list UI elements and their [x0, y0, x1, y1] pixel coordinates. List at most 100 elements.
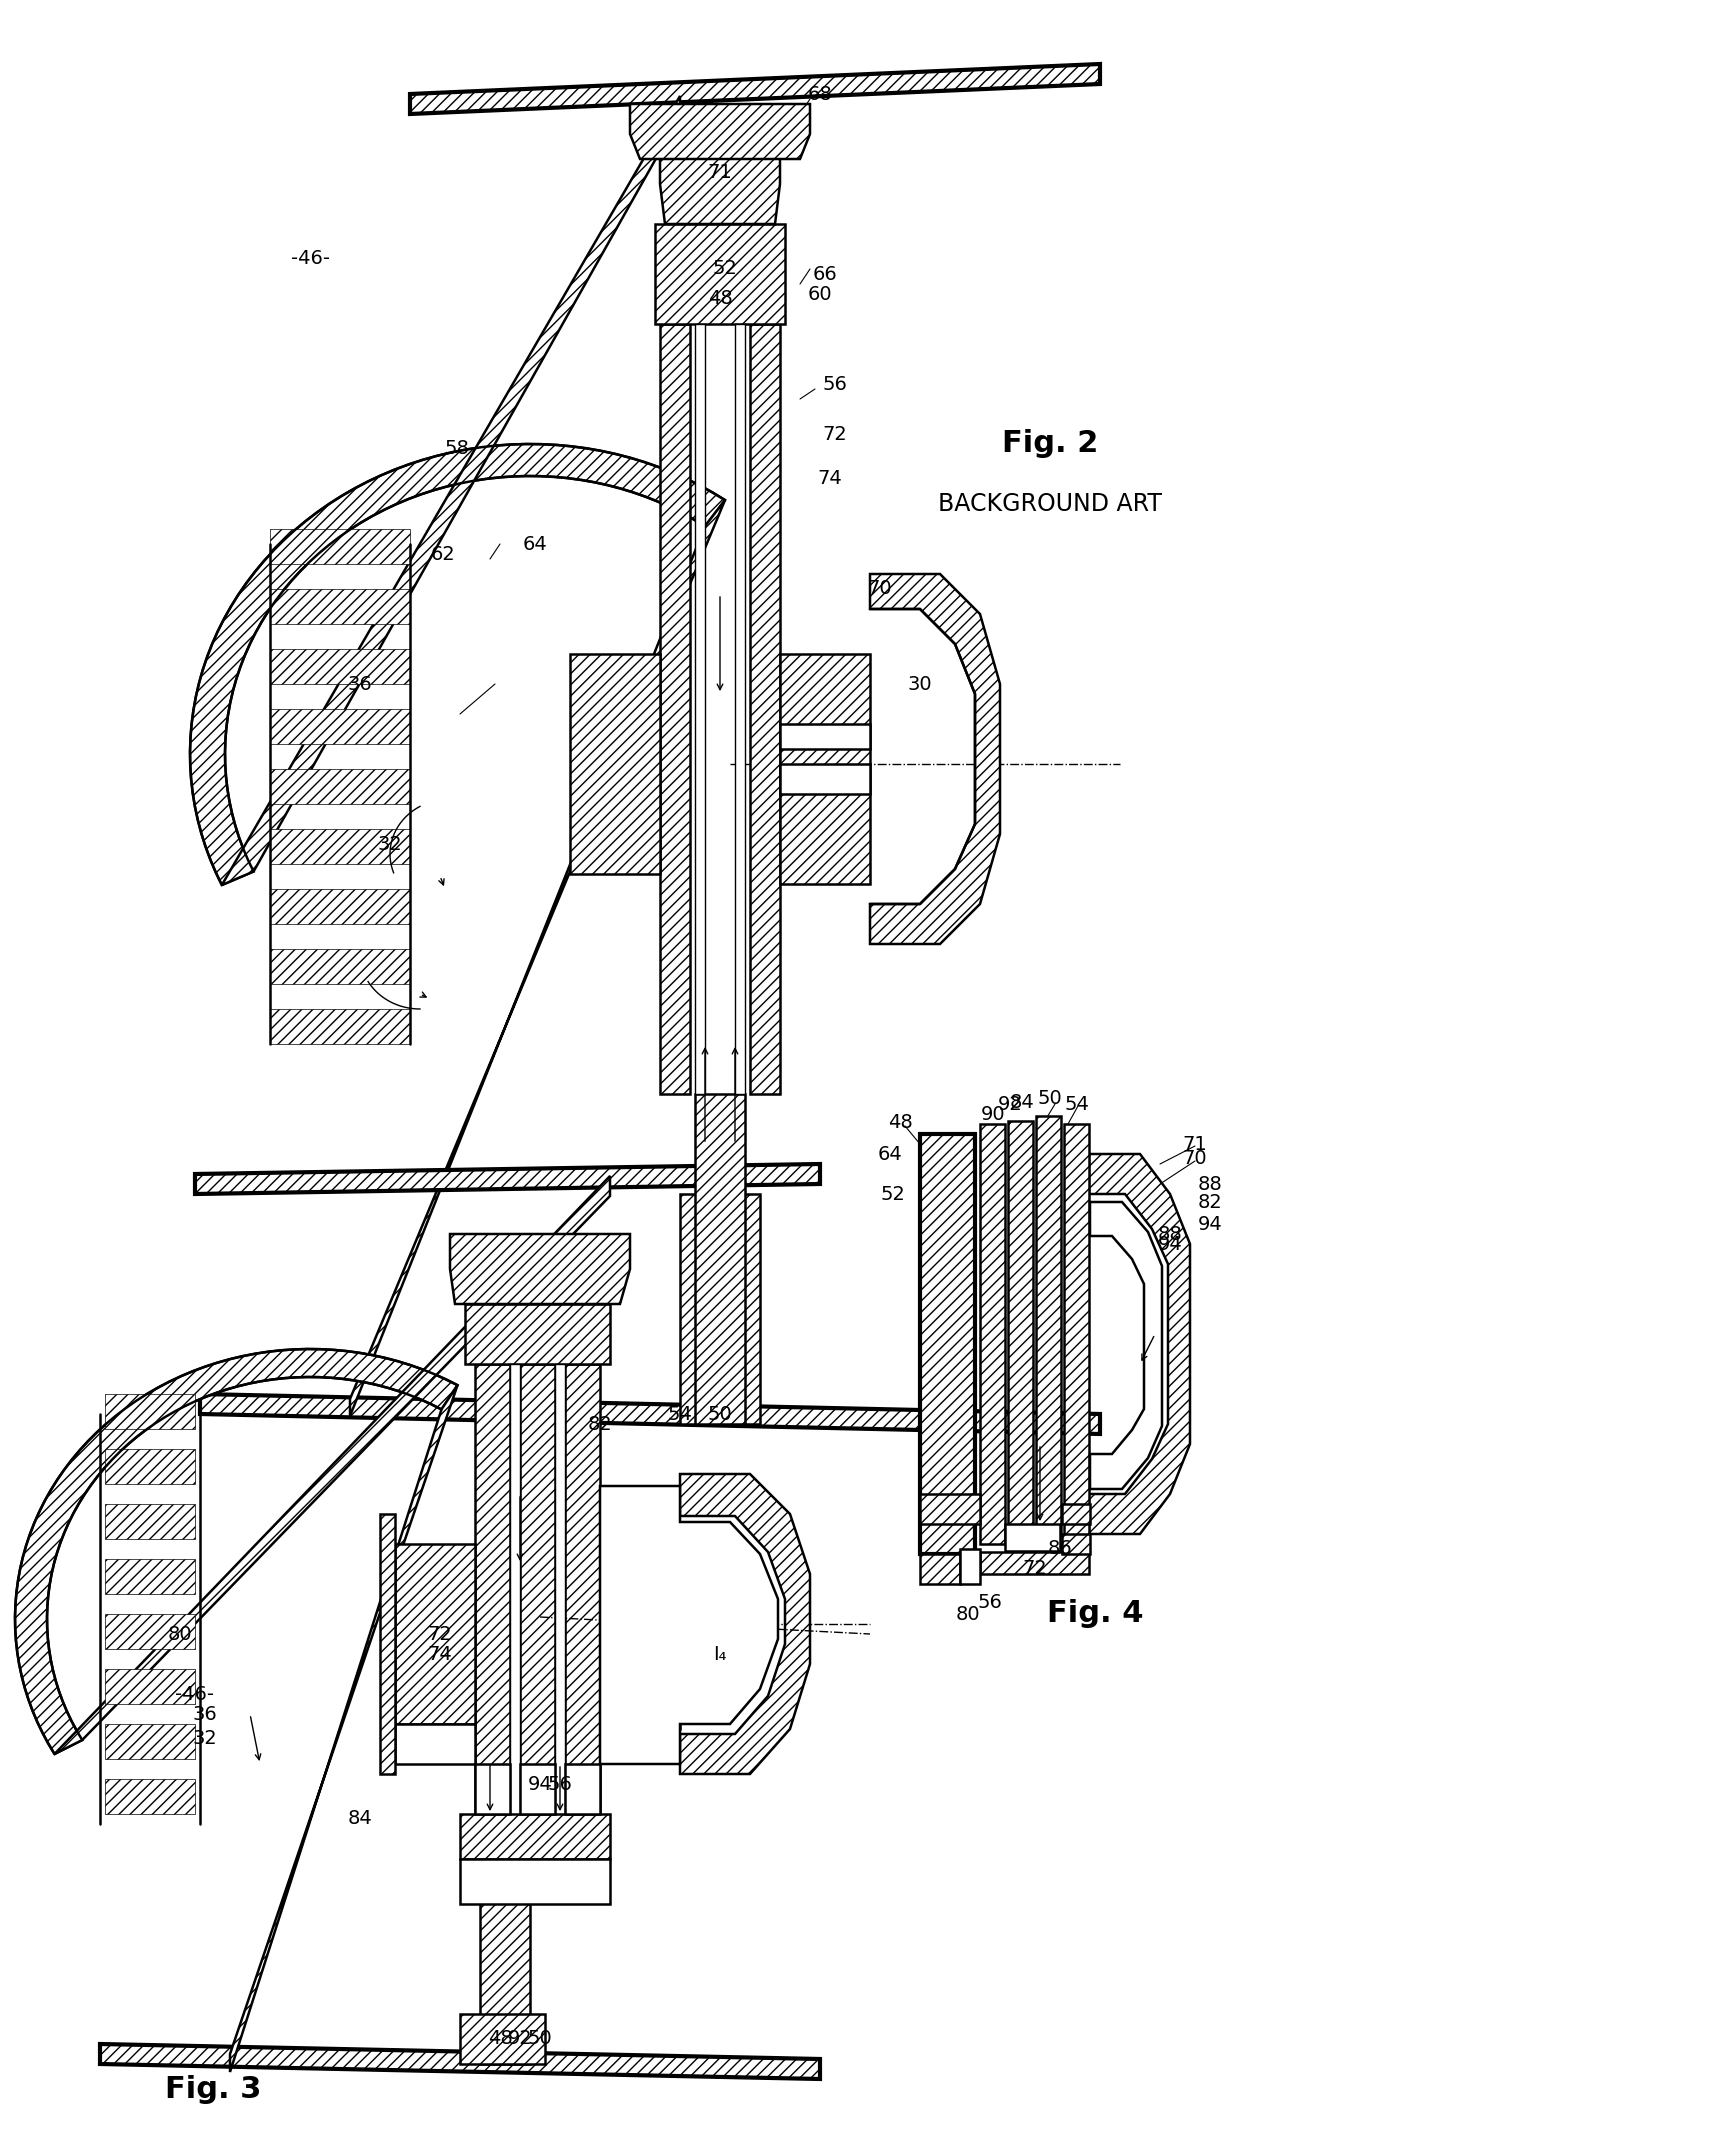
Polygon shape	[270, 710, 410, 744]
Polygon shape	[195, 1164, 821, 1194]
Polygon shape	[1007, 1121, 1033, 1542]
Text: 72: 72	[823, 425, 847, 444]
Polygon shape	[565, 1364, 600, 1863]
Polygon shape	[105, 1559, 195, 1593]
Text: 90: 90	[982, 1104, 1006, 1123]
Text: 60: 60	[807, 285, 833, 304]
Polygon shape	[750, 324, 779, 1093]
Text: BACKGROUND ART: BACKGROUND ART	[938, 491, 1161, 517]
Polygon shape	[779, 725, 869, 748]
Polygon shape	[600, 1486, 778, 1765]
Polygon shape	[520, 1765, 555, 1814]
Polygon shape	[695, 1093, 745, 1424]
Text: 88: 88	[1158, 1224, 1182, 1244]
Polygon shape	[105, 1724, 195, 1758]
Text: 94: 94	[1158, 1235, 1182, 1254]
Text: 74: 74	[427, 1644, 453, 1664]
Polygon shape	[655, 223, 785, 324]
Polygon shape	[221, 96, 681, 885]
Text: 82: 82	[588, 1415, 612, 1434]
Polygon shape	[1006, 1524, 1059, 1550]
Text: 48: 48	[888, 1113, 912, 1132]
Polygon shape	[270, 1010, 410, 1044]
Text: 92: 92	[997, 1093, 1023, 1113]
Text: 48: 48	[708, 289, 733, 309]
Polygon shape	[1089, 1153, 1191, 1533]
Polygon shape	[1064, 1123, 1089, 1539]
Polygon shape	[555, 1364, 565, 1863]
Text: 50: 50	[527, 2030, 553, 2048]
Polygon shape	[270, 890, 410, 924]
Text: 56: 56	[823, 375, 847, 394]
Polygon shape	[1063, 1503, 1090, 1524]
Polygon shape	[105, 1614, 195, 1649]
Text: 92: 92	[508, 2030, 532, 2048]
Polygon shape	[16, 1349, 458, 1754]
Text: Fig. 3: Fig. 3	[164, 2075, 261, 2103]
Polygon shape	[631, 105, 810, 159]
Text: 72: 72	[1023, 1559, 1047, 1578]
Text: 94: 94	[1198, 1214, 1222, 1233]
Polygon shape	[779, 763, 869, 793]
Polygon shape	[510, 1364, 520, 1863]
Polygon shape	[570, 654, 660, 875]
Polygon shape	[105, 1780, 195, 1814]
Polygon shape	[1090, 1203, 1161, 1488]
Text: 56: 56	[548, 1775, 572, 1795]
Polygon shape	[600, 1544, 681, 1728]
Polygon shape	[1037, 1117, 1061, 1535]
Polygon shape	[410, 64, 1101, 114]
Polygon shape	[465, 1304, 610, 1364]
Polygon shape	[105, 1503, 195, 1539]
Polygon shape	[55, 1177, 610, 1754]
Polygon shape	[869, 575, 1001, 943]
Text: 36: 36	[347, 675, 372, 693]
Polygon shape	[919, 1494, 980, 1524]
Polygon shape	[695, 324, 705, 1093]
Polygon shape	[270, 950, 410, 984]
Text: 50: 50	[708, 1404, 733, 1424]
Text: 36: 36	[192, 1704, 218, 1724]
Polygon shape	[681, 1475, 810, 1773]
Polygon shape	[480, 1863, 530, 2065]
Polygon shape	[100, 2043, 821, 2080]
Text: 70: 70	[867, 579, 892, 598]
Polygon shape	[270, 830, 410, 864]
Text: 84: 84	[1009, 1093, 1035, 1111]
Polygon shape	[396, 1544, 475, 1724]
Polygon shape	[681, 1194, 760, 1424]
Text: 72: 72	[427, 1625, 453, 1644]
Polygon shape	[520, 1364, 555, 1863]
Text: 86: 86	[1047, 1539, 1073, 1559]
Text: 30: 30	[907, 675, 933, 693]
Polygon shape	[660, 324, 689, 1093]
Text: 54: 54	[667, 1404, 693, 1424]
Polygon shape	[919, 1554, 961, 1584]
Polygon shape	[475, 1765, 510, 1814]
Polygon shape	[475, 1364, 510, 1863]
Text: 58: 58	[444, 440, 470, 459]
Text: 70: 70	[1182, 1149, 1208, 1168]
Text: 94: 94	[527, 1775, 553, 1795]
Polygon shape	[734, 324, 745, 1093]
Text: -46-: -46-	[176, 1685, 214, 1704]
Polygon shape	[460, 1859, 610, 1904]
Polygon shape	[380, 1514, 396, 1773]
Text: 32: 32	[378, 834, 403, 853]
Text: 52: 52	[881, 1183, 905, 1203]
Text: 82: 82	[1198, 1192, 1222, 1211]
Text: 84: 84	[347, 1810, 372, 1829]
Polygon shape	[660, 154, 779, 223]
Polygon shape	[351, 500, 726, 1415]
Polygon shape	[980, 1552, 1089, 1574]
Text: 80: 80	[956, 1604, 980, 1623]
Polygon shape	[396, 1724, 475, 1765]
Polygon shape	[460, 1814, 610, 1859]
Polygon shape	[270, 590, 410, 624]
Text: 48: 48	[487, 2030, 513, 2048]
Text: 50: 50	[1037, 1089, 1063, 1108]
Polygon shape	[460, 2013, 544, 2065]
Polygon shape	[105, 1668, 195, 1704]
Polygon shape	[980, 1123, 1006, 1544]
Text: 88: 88	[1198, 1175, 1222, 1194]
